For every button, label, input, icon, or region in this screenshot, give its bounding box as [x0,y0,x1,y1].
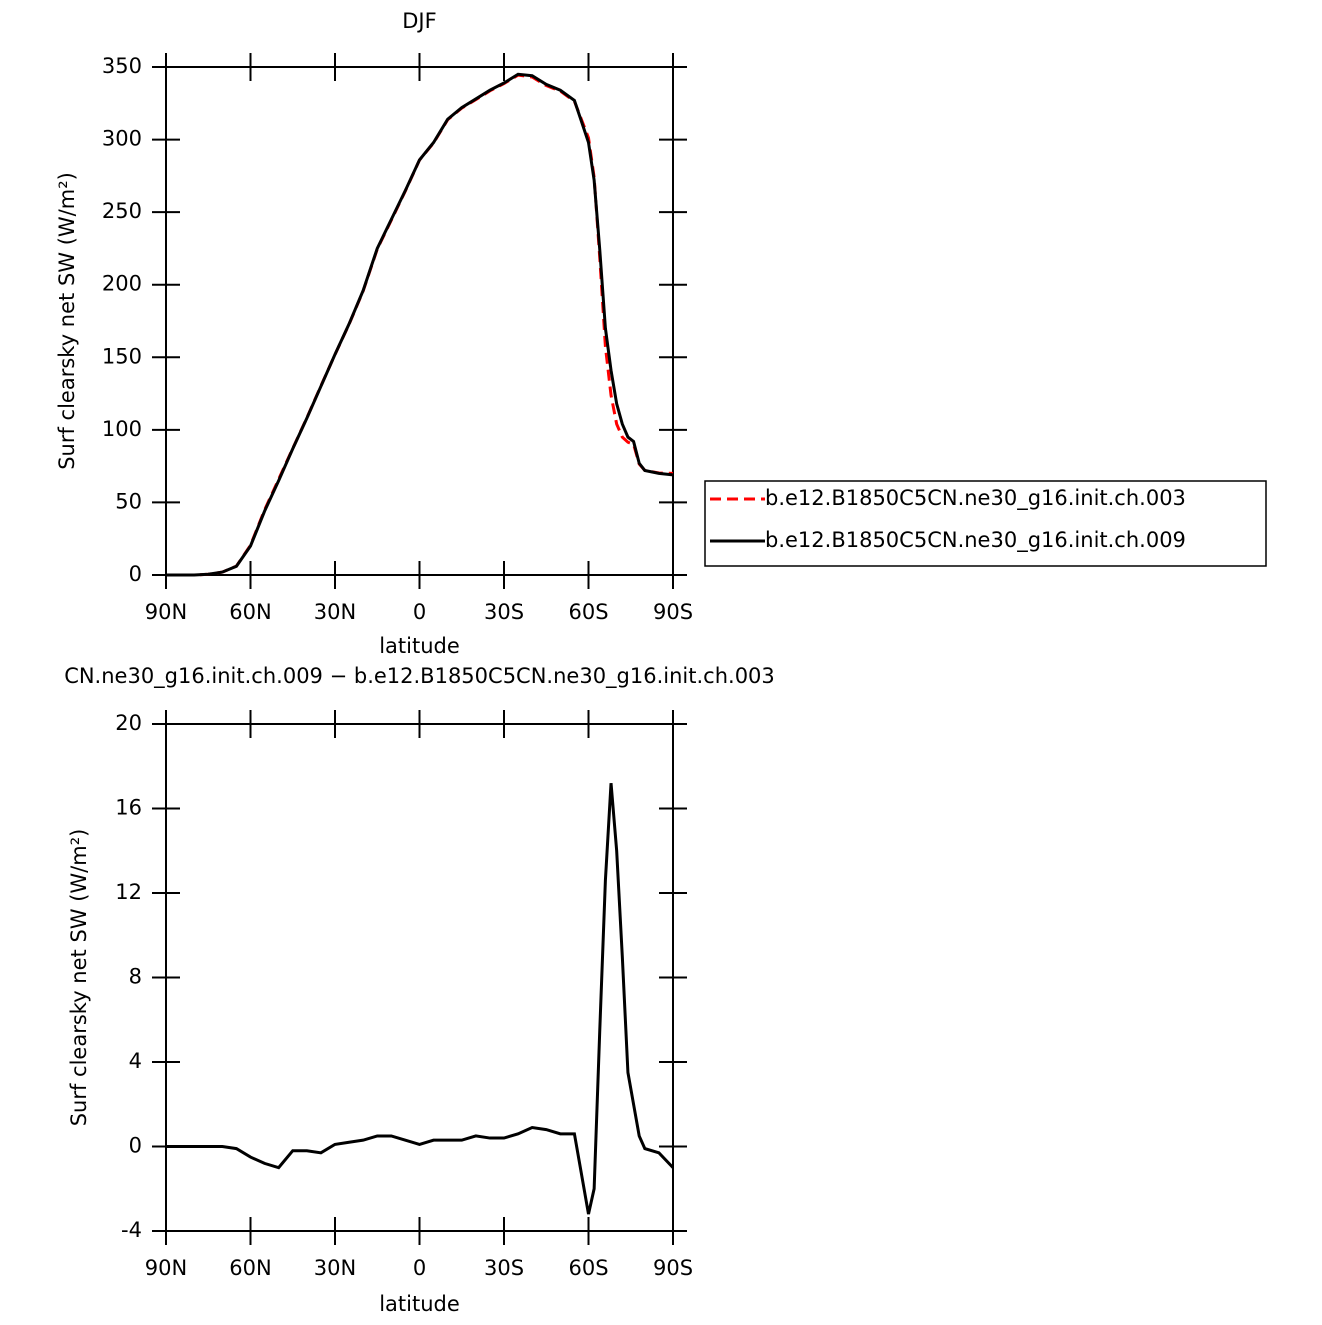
y-tick-label: 0 [129,1134,142,1158]
legend-label: b.e12.B1850C5CN.ne30_g16.init.ch.003 [765,486,1186,511]
y-tick-label: 4 [129,1049,142,1073]
x-axis-label: latitude [379,1292,460,1316]
data-line [166,73,674,577]
x-tick-label: 90N [145,1256,187,1280]
y-tick-label: 200 [102,272,142,296]
x-tick-label: 60S [568,1256,608,1280]
x-tick-label: 30N [314,1256,356,1280]
plot-frame [165,723,674,1232]
y-tick-label: 0 [129,562,142,586]
x-tick-label: 30N [314,600,356,624]
legend-label: b.e12.B1850C5CN.ne30_g16.init.ch.009 [765,528,1186,553]
legend-box [704,480,1267,567]
y-axis-label: Surf clearsky net SW (W/m²) [67,829,91,1127]
x-tick-label: 60N [229,600,271,624]
y-tick-label: 50 [115,489,142,513]
x-tick-label: 0 [413,600,426,624]
chart-title: CN.ne30_g16.init.ch.009 − b.e12.B1850C5C… [64,664,775,689]
x-tick-label: 60N [229,1256,271,1280]
x-tick-label: 30S [484,1256,524,1280]
x-tick-label: 30S [484,600,524,624]
y-tick-label: 300 [102,127,142,151]
y-axis-label: Surf clearsky net SW (W/m²) [55,172,79,470]
y-tick-label: 16 [115,796,142,820]
y-tick-label: 350 [102,54,142,78]
y-tick-label: 8 [129,965,142,989]
chart-title: DJF [402,9,436,33]
x-tick-label: 0 [413,1256,426,1280]
plot-frame [165,66,674,576]
x-tick-label: 90N [145,600,187,624]
x-tick-label: 60S [568,600,608,624]
y-tick-label: -4 [121,1218,142,1242]
y-tick-label: 250 [102,199,142,223]
y-tick-label: 12 [115,880,142,904]
y-tick-label: 150 [102,344,142,368]
data-line [166,72,674,577]
x-tick-label: 90S [653,1256,693,1280]
x-tick-label: 90S [653,600,693,624]
x-axis-label: latitude [379,634,460,658]
y-tick-label: 20 [115,711,142,735]
y-tick-label: 100 [102,417,142,441]
data-line [166,783,675,1215]
